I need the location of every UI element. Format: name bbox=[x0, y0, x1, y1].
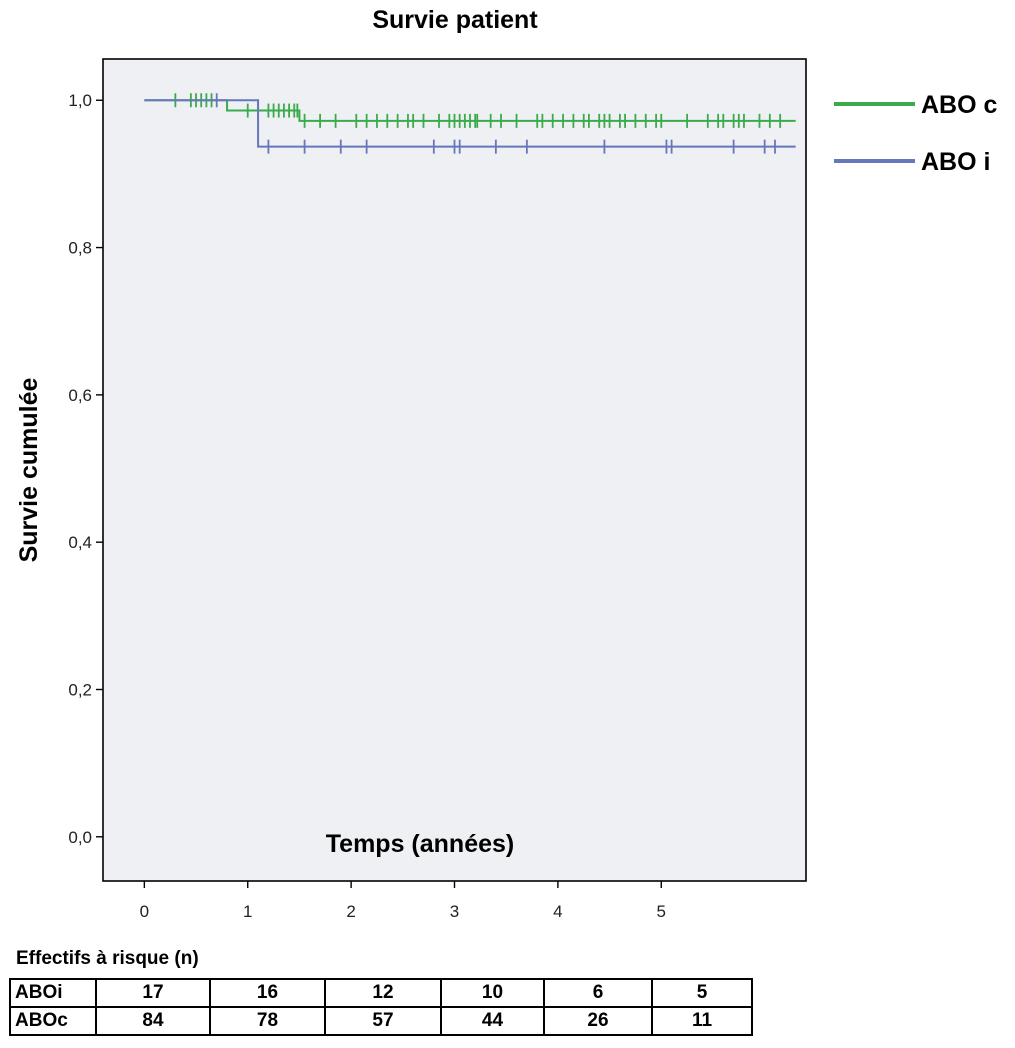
x-tick-label: 3 bbox=[450, 902, 459, 921]
risk-row-label: ABOi bbox=[9, 978, 97, 1008]
risk-row-label: ABOc bbox=[9, 1006, 97, 1036]
legend-label-aboi: ABO i bbox=[921, 148, 990, 176]
y-tick-label: 1,0 bbox=[68, 91, 92, 110]
risk-cell: 78 bbox=[209, 1006, 326, 1036]
risk-cell: 10 bbox=[440, 978, 545, 1008]
plot-area bbox=[102, 58, 807, 882]
x-tick-label: 5 bbox=[657, 902, 666, 921]
chart-title: Survie patient bbox=[372, 6, 538, 34]
y-tick-label: 0,6 bbox=[68, 386, 92, 405]
risk-cell: 12 bbox=[324, 978, 442, 1008]
risk-cell: 11 bbox=[651, 1006, 753, 1036]
x-tick-label: 2 bbox=[346, 902, 355, 921]
risk-row-aboc: ABOc 84 78 57 44 26 11 bbox=[9, 1006, 753, 1036]
risk-table-title: Effectifs à risque (n) bbox=[16, 948, 199, 969]
legend-label-aboc: ABO c bbox=[921, 91, 998, 119]
x-tick-label: 1 bbox=[243, 902, 252, 921]
y-tick-label: 0,4 bbox=[68, 533, 92, 552]
risk-cell: 57 bbox=[324, 1006, 442, 1036]
x-tick-label: 4 bbox=[553, 902, 562, 921]
x-axis-label: Temps (années) bbox=[326, 830, 514, 858]
risk-cell: 26 bbox=[543, 1006, 653, 1036]
risk-cell: 5 bbox=[651, 978, 753, 1008]
risk-cell: 6 bbox=[543, 978, 653, 1008]
y-tick-label: 0,2 bbox=[68, 680, 92, 699]
risk-cell: 16 bbox=[209, 978, 326, 1008]
km-chart: 0 1 2 3 4 50,00,20,40,60,81,0 Temps (années) … bbox=[15, 58, 998, 921]
risk-row-aboi: ABOi 17 16 12 10 6 5 bbox=[9, 978, 753, 1008]
risk-cell: 17 bbox=[95, 978, 211, 1008]
y-tick-label: 0,8 bbox=[68, 239, 92, 258]
x-tick-label: 0 bbox=[140, 902, 149, 921]
y-axis-label: Survie cumulée bbox=[15, 378, 43, 563]
y-tick-label: 0,0 bbox=[68, 828, 92, 847]
risk-cell: 44 bbox=[440, 1006, 545, 1036]
risk-cell: 84 bbox=[95, 1006, 211, 1036]
risk-table: ABOi 17 16 12 10 6 5 ABOc 84 78 57 44 26… bbox=[9, 978, 753, 1036]
